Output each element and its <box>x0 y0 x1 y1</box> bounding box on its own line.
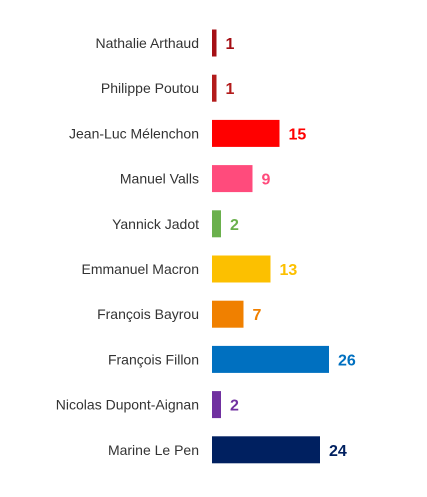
value-label: 24 <box>329 443 347 460</box>
category-label: Jean-Luc Mélenchon <box>69 125 199 141</box>
value-label: 26 <box>338 352 356 369</box>
bar <box>212 210 221 238</box>
category-label: Marine Le Pen <box>108 442 199 458</box>
category-label: Manuel Valls <box>120 171 199 187</box>
value-label: 7 <box>253 307 262 324</box>
bar <box>212 29 217 57</box>
value-label: 2 <box>230 398 239 415</box>
category-label: Nicolas Dupont-Aignan <box>56 397 199 413</box>
category-labels: Nathalie Arthaud Philippe Poutou Jean-Luc … <box>56 35 199 458</box>
value-labels: 1 1 15 9 2 13 7 26 2 24 <box>226 36 356 460</box>
category-label: Nathalie Arthaud <box>95 35 199 51</box>
bar <box>212 436 320 464</box>
bar <box>212 165 253 193</box>
bar <box>212 391 221 419</box>
category-label: François Bayrou <box>97 306 199 322</box>
bar <box>212 255 271 283</box>
bar <box>212 119 280 147</box>
bars <box>212 29 329 464</box>
value-label: 15 <box>289 126 307 143</box>
bar <box>212 300 244 328</box>
bar <box>212 345 329 373</box>
value-label: 9 <box>262 172 271 189</box>
value-label: 2 <box>230 217 239 234</box>
category-label: François Fillon <box>108 351 199 367</box>
category-label: Emmanuel Macron <box>82 261 200 277</box>
category-label: Yannick Jadot <box>112 216 199 232</box>
value-label: 13 <box>280 262 298 279</box>
category-label: Philippe Poutou <box>101 80 199 96</box>
bar <box>212 74 217 102</box>
value-label: 1 <box>226 36 235 53</box>
value-label: 1 <box>226 81 235 98</box>
